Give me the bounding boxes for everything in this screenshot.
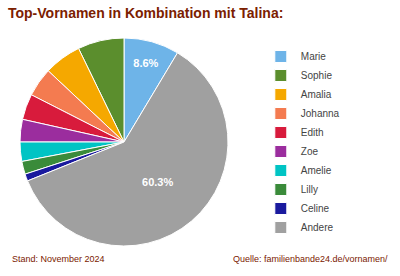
svg-text:8.6%: 8.6% (133, 57, 158, 69)
svg-text:Johanna: Johanna (301, 108, 340, 119)
svg-text:Quelle: familienbande24.de/vor: Quelle: familienbande24.de/vornamen/ (233, 254, 388, 264)
svg-text:Amelie: Amelie (301, 165, 332, 176)
svg-text:Zoe: Zoe (301, 146, 319, 157)
svg-text:Edith: Edith (301, 127, 324, 138)
svg-text:Top-Vornamen in Kombination mi: Top-Vornamen in Kombination mit Talina: (8, 5, 283, 21)
svg-text:Lilly: Lilly (301, 184, 318, 195)
svg-text:Celine: Celine (301, 203, 330, 214)
svg-text:Stand: November 2024: Stand: November 2024 (12, 254, 105, 264)
svg-text:Andere: Andere (301, 222, 334, 233)
svg-text:Sophie: Sophie (301, 70, 333, 81)
svg-text:Amalia: Amalia (301, 89, 332, 100)
svg-text:60.3%: 60.3% (142, 176, 173, 188)
svg-text:Marie: Marie (301, 51, 326, 62)
